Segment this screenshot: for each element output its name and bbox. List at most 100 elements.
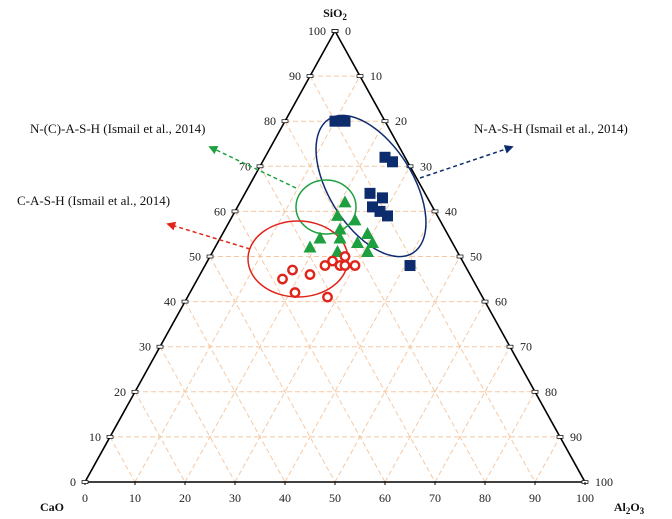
gridline-al2o3 [334, 256, 461, 483]
gridline-cao [134, 391, 186, 483]
data-point-circle [287, 264, 298, 276]
tick-mark-left [131, 389, 139, 394]
c-a-s-h-arrow [166, 221, 251, 250]
gridline-cao [259, 166, 436, 483]
tick-label-bottom: 20 [179, 491, 191, 505]
tick-label-right: 50 [470, 250, 482, 264]
cao-vertex-label: CaO [40, 500, 64, 514]
grid [109, 75, 561, 483]
n-a-s-h-arrow [419, 145, 514, 179]
n-c-a-s-h-ellipse [295, 179, 357, 235]
data-point-square [374, 205, 386, 217]
data-point-triangle [366, 235, 379, 248]
data-point-square [377, 192, 388, 204]
tick-label-left: 80 [264, 114, 276, 128]
tick-mark-left [256, 164, 264, 169]
data-point-circle [304, 269, 316, 280]
tick-label-right: 20 [395, 114, 407, 128]
tick-mark-left [181, 299, 189, 304]
data-point-triangle [333, 222, 347, 235]
tick-mark-left [306, 74, 314, 78]
gridline-cao [209, 256, 336, 483]
tick-mark-right [456, 254, 464, 259]
gridline-al2o3 [484, 391, 536, 483]
tick-mark-left [156, 344, 164, 349]
data-point-triangle [338, 195, 352, 208]
tick-label-right: 80 [545, 385, 557, 399]
tick-label-bottom: 60 [379, 491, 391, 505]
data-point-square [379, 151, 391, 163]
data-point-circle [349, 260, 361, 271]
gridline-al2o3 [134, 75, 361, 483]
tick-label-right: 10 [370, 69, 382, 83]
gridline-al2o3 [184, 120, 386, 483]
c-a-s-h-annotation: C-A-S-H (Ismail et al., 2014) [17, 193, 170, 208]
tick-label-left: 50 [189, 250, 201, 264]
gridline-al2o3 [384, 301, 486, 483]
tick-mark-right [431, 209, 439, 214]
tick-label-bottom: 90 [529, 491, 541, 505]
tick-mark-right [531, 389, 539, 394]
data-point-circle [277, 273, 288, 285]
tick-label-bottom: 70 [429, 491, 441, 505]
data-point-square [329, 115, 341, 127]
tick-label-left: 10 [89, 430, 101, 444]
gridline-al2o3 [434, 346, 511, 483]
data-point-square [404, 260, 416, 272]
tick-label-bottom: 40 [279, 491, 291, 505]
data-point-triangle [361, 226, 374, 239]
gridline-cao [109, 436, 136, 483]
data-point-square [387, 156, 398, 168]
n-a-s-h-ellipse [315, 114, 427, 258]
gridline-al2o3 [234, 166, 411, 483]
tick-mark-left [106, 435, 114, 439]
tick-label-bottom: 100 [576, 491, 594, 505]
annotation-arrows [166, 145, 514, 250]
data-point-triangle [351, 235, 364, 248]
tick-label-left: 20 [114, 385, 126, 399]
data-point-circle [319, 260, 331, 271]
tick-label-right: 0 [345, 24, 351, 38]
tick-mark-right [356, 74, 364, 78]
data-point-triangle [333, 231, 347, 244]
data-point-square [382, 210, 393, 222]
tick-label-left: 90 [289, 69, 301, 83]
data-point-triangle [361, 244, 374, 257]
gridline-al2o3 [534, 436, 561, 483]
tick-label-right: 40 [445, 204, 457, 218]
data-point-circle [327, 255, 338, 267]
tick-label-bottom: 30 [229, 491, 241, 505]
data-point-circle [339, 251, 351, 262]
data-point-circle [339, 260, 351, 271]
data-point-circle [289, 287, 301, 298]
tick-label-right: 100 [595, 475, 613, 489]
data-point-square [364, 187, 376, 199]
sio2-vertex-label: SiO2 [323, 6, 347, 22]
tick-label-bottom: 80 [479, 491, 491, 505]
data-point-square [367, 201, 378, 213]
n-c-a-s-h-arrow [208, 146, 297, 189]
n-c-a-s-h-annotation: N-(C)-A-S-H (Ismail et al., 2014) [30, 121, 205, 136]
tick-label-left: 0 [70, 475, 76, 489]
data-point-circle [322, 291, 333, 303]
tick-mark-left [81, 480, 89, 484]
tick-mark-right [556, 435, 564, 439]
triangle-frame [81, 29, 589, 485]
data-point-triangle [303, 240, 317, 253]
gridline-cao [309, 75, 536, 483]
tick-label-right: 30 [420, 159, 432, 173]
tick-label-right: 70 [520, 340, 532, 354]
tick-mark-right [381, 119, 389, 124]
data-points [277, 115, 416, 303]
tick-mark-right [481, 299, 489, 304]
tick-mark-left [231, 209, 239, 214]
data-point-triangle [331, 208, 344, 221]
tick-mark-right [331, 29, 339, 33]
tick-mark-left [206, 254, 214, 259]
data-point-square [339, 115, 351, 127]
tick-label-left: 30 [139, 340, 151, 354]
gridline-cao [184, 301, 286, 483]
tick-label-left: 60 [214, 204, 226, 218]
